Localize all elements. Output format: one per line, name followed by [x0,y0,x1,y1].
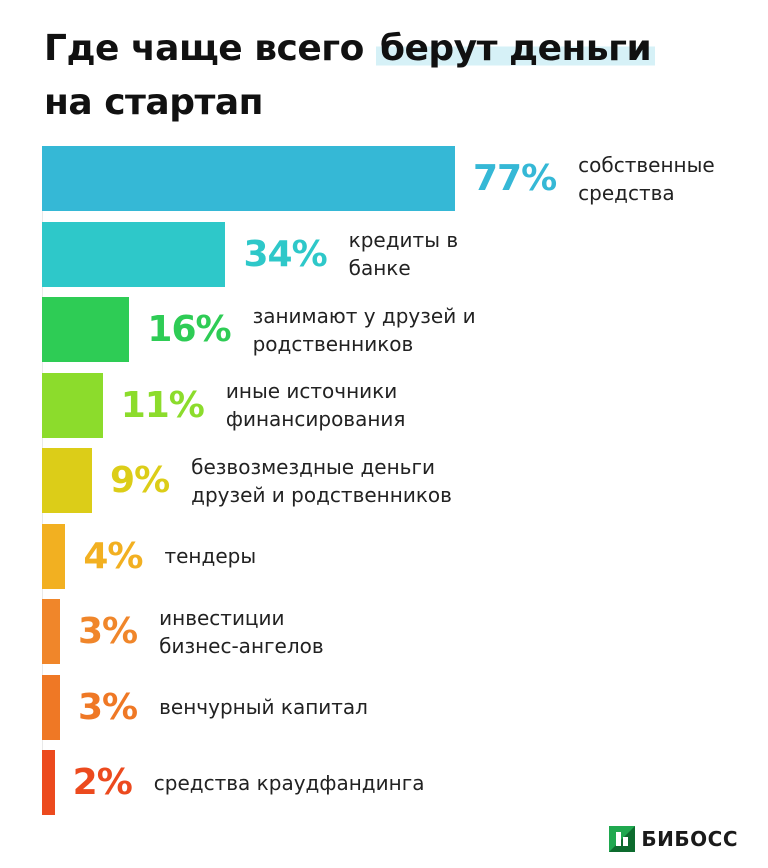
category-label: инвестиции бизнес-ангелов [159,605,324,658]
value-label: 16% [147,309,231,350]
category-label: занимают у друзей и родственников [252,303,476,356]
value-label: 4% [83,535,143,577]
category-label: безвозмездные деньги друзей и родственни… [191,454,452,507]
value-label: 3% [78,686,138,728]
title-start: Где чаще всего [44,28,376,69]
category-label: венчурный капитал [159,695,368,719]
bar [42,750,55,815]
title-end: на стартап [44,82,264,123]
category-label: иные источники финансирования [225,379,406,431]
bar [42,221,226,287]
title-highlight: берут деньги [375,28,656,69]
brand-footer: БИБОСС [609,824,738,854]
value-label: 11% [120,384,205,426]
value-label: 3% [78,611,138,652]
value-label: 2% [72,762,133,803]
value-label: 34% [243,233,327,275]
bar [42,372,103,438]
bar [42,146,455,211]
category-label: собственные средства [578,152,715,205]
bar [42,523,66,589]
brand-name: БИБОСС [641,827,738,851]
value-label: 9% [110,460,170,501]
value-label: 77% [473,158,557,199]
category-label: кредиты в банке [348,228,459,280]
category-label: средства краудфандинга [153,770,425,795]
bar [42,448,93,513]
bar [42,674,60,740]
bar [42,297,130,362]
bar [42,599,60,664]
category-label: тендеры [164,544,257,568]
biboss-logo-icon [609,826,636,852]
chart-title: Где чаще всего берут деньги на стартап [44,22,744,130]
